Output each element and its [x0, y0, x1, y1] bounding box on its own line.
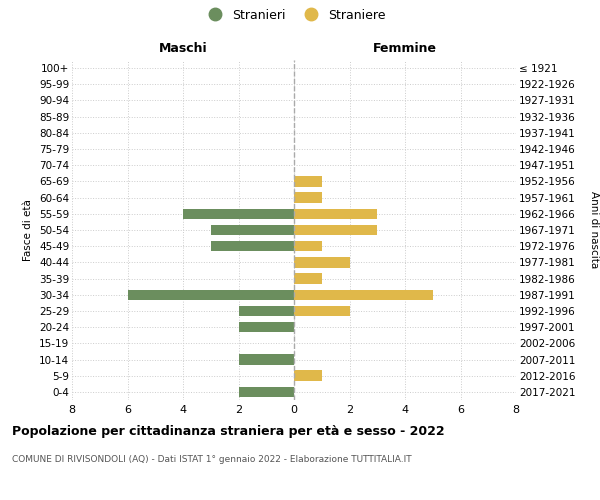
Bar [294, 257, 350, 268]
Bar [294, 192, 322, 203]
Bar [239, 386, 294, 397]
Bar [211, 224, 294, 235]
Bar [239, 306, 294, 316]
Y-axis label: Fasce di età: Fasce di età [23, 199, 34, 261]
Bar [211, 241, 294, 252]
Bar [294, 274, 322, 284]
Text: COMUNE DI RIVISONDOLI (AQ) - Dati ISTAT 1° gennaio 2022 - Elaborazione TUTTITALI: COMUNE DI RIVISONDOLI (AQ) - Dati ISTAT … [12, 455, 412, 464]
Text: Femmine: Femmine [373, 42, 437, 55]
Text: Maschi: Maschi [158, 42, 208, 55]
Y-axis label: Anni di nascita: Anni di nascita [589, 192, 599, 268]
Bar [294, 224, 377, 235]
Bar [294, 290, 433, 300]
Bar [294, 370, 322, 381]
Bar [183, 208, 294, 219]
Bar [294, 241, 322, 252]
Legend: Stranieri, Straniere: Stranieri, Straniere [197, 4, 391, 26]
Bar [294, 306, 350, 316]
Bar [239, 354, 294, 365]
Text: Popolazione per cittadinanza straniera per età e sesso - 2022: Popolazione per cittadinanza straniera p… [12, 425, 445, 438]
Bar [128, 290, 294, 300]
Bar [239, 322, 294, 332]
Bar [294, 208, 377, 219]
Bar [294, 176, 322, 186]
